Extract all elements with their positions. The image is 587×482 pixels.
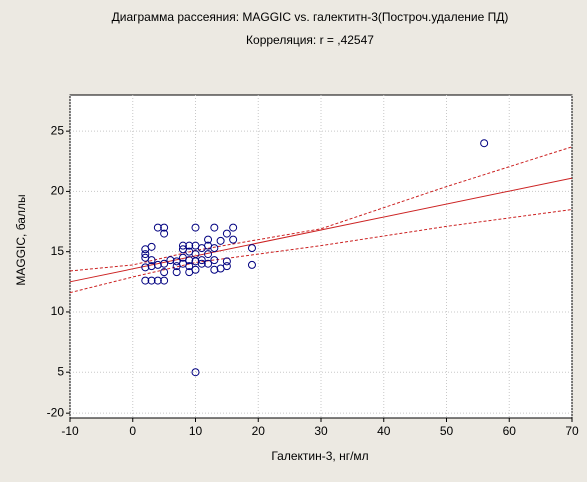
- point: [166, 256, 175, 265]
- regression-line: [69, 146, 573, 272]
- point: [147, 242, 156, 251]
- x-tick-label: 0: [129, 424, 136, 438]
- point: [147, 276, 156, 285]
- x-tick-label: 20: [252, 424, 266, 438]
- y-tick-label: 25: [51, 123, 65, 137]
- x-axis-label: Галектин-3, нг/мл: [271, 449, 368, 463]
- point: [141, 250, 150, 259]
- point: [153, 223, 162, 232]
- point: [210, 244, 219, 253]
- point: [197, 256, 206, 265]
- y-tick-label: 20: [51, 184, 65, 198]
- point: [191, 265, 200, 274]
- point: [185, 262, 194, 271]
- point: [160, 259, 169, 268]
- point: [147, 262, 156, 271]
- point: [480, 139, 489, 148]
- y-tick-label: 5: [57, 364, 64, 378]
- point: [185, 256, 194, 265]
- regression-line: [69, 177, 573, 283]
- point: [229, 235, 238, 244]
- point: [216, 236, 225, 245]
- point: [197, 259, 206, 268]
- x-tick-label: 50: [440, 424, 454, 438]
- point: [147, 256, 156, 265]
- point: [222, 257, 231, 266]
- point: [160, 276, 169, 285]
- point: [153, 276, 162, 285]
- point: [172, 268, 181, 277]
- chart-subtitle: Корреляция: r = ,42547: [246, 33, 374, 47]
- point: [160, 223, 169, 232]
- point: [229, 223, 238, 232]
- point: [222, 262, 231, 271]
- x-tick-label: 10: [189, 424, 203, 438]
- point: [204, 250, 213, 259]
- x-tick-label: -10: [61, 424, 79, 438]
- x-tick-label: 30: [314, 424, 328, 438]
- point: [178, 241, 187, 250]
- point: [210, 265, 219, 274]
- x-tick-label: 70: [565, 424, 579, 438]
- x-tick-label: 40: [377, 424, 391, 438]
- regression-line: [69, 209, 573, 294]
- point: [160, 268, 169, 277]
- chart-title: Диаграмма рассеяния: MAGGIC vs. галектит…: [112, 10, 509, 24]
- y-tick-label: -20: [47, 405, 65, 419]
- point: [247, 244, 256, 253]
- plot-area: [69, 94, 573, 419]
- y-tick-label: 10: [51, 304, 65, 318]
- point: [210, 223, 219, 232]
- x-tick-label: 60: [503, 424, 517, 438]
- point: [141, 276, 150, 285]
- point: [247, 260, 256, 269]
- point: [204, 259, 213, 268]
- point: [210, 256, 219, 265]
- point: [185, 241, 194, 250]
- y-axis-label: MAGGIC, баллы: [14, 194, 28, 285]
- point: [141, 263, 150, 272]
- point: [191, 223, 200, 232]
- point: [160, 229, 169, 238]
- point: [222, 229, 231, 238]
- point: [204, 235, 213, 244]
- y-tick-label: 15: [51, 244, 65, 258]
- point: [153, 260, 162, 269]
- point: [191, 368, 200, 377]
